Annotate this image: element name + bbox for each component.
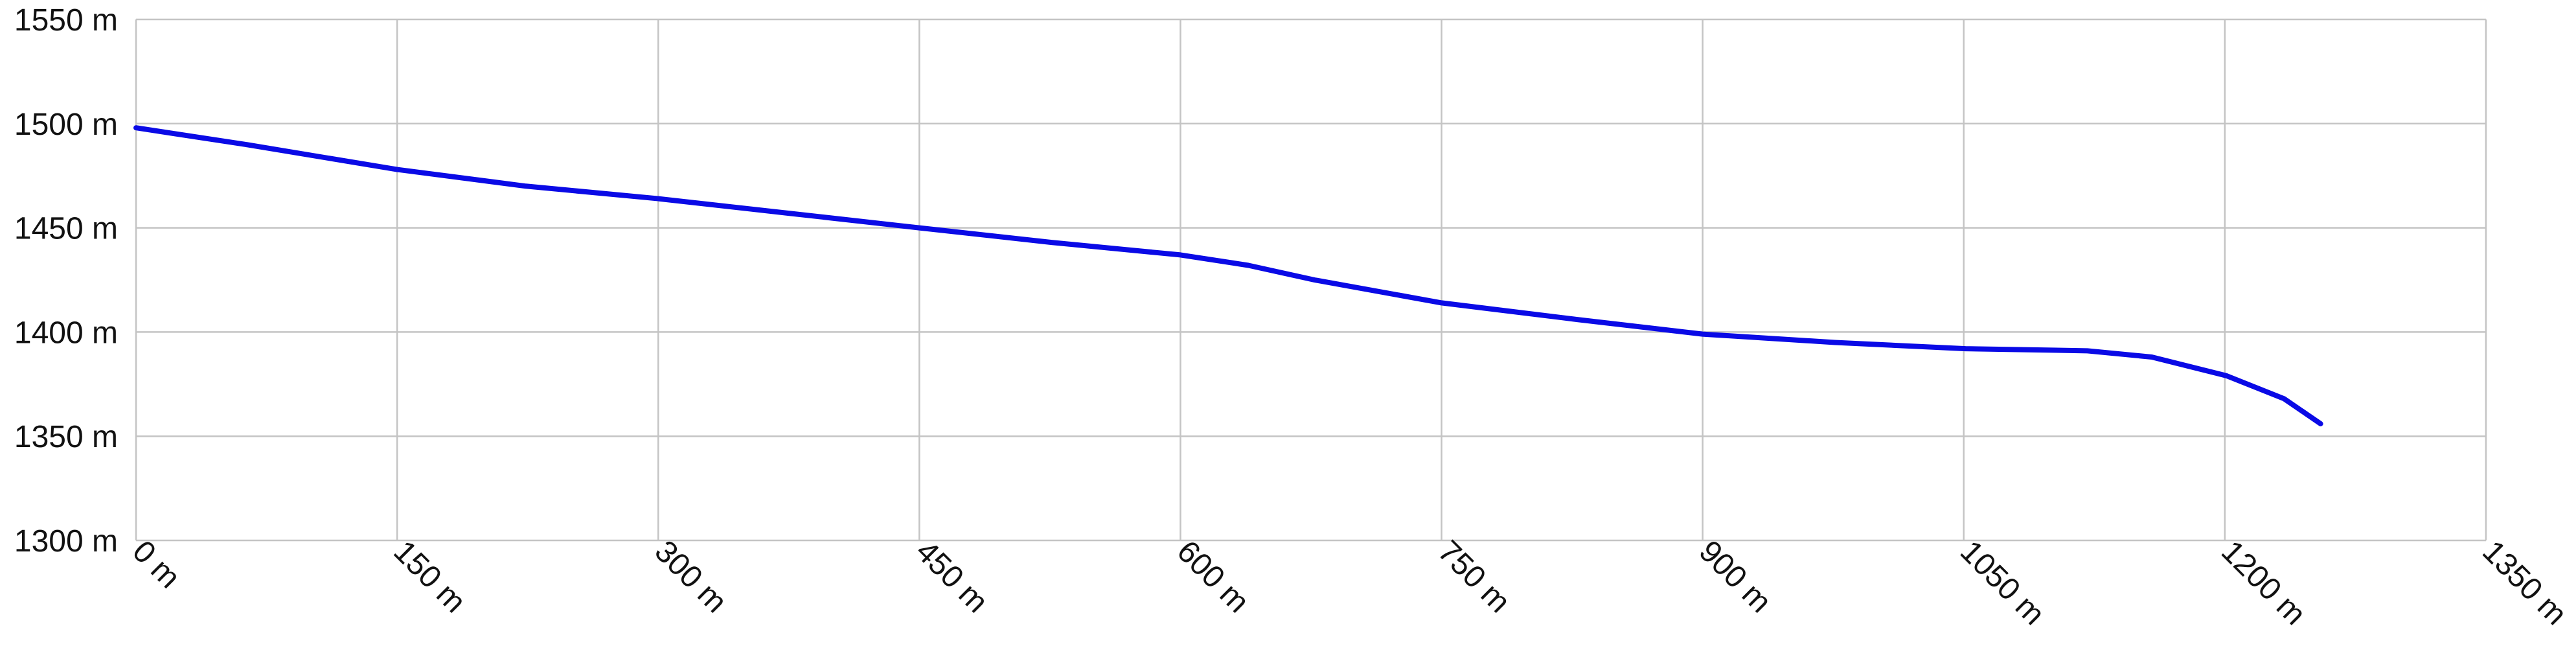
x-tick-label: 900 m — [1693, 534, 1778, 619]
x-tick-label: 0 m — [126, 534, 187, 595]
x-tick-label: 450 m — [909, 534, 995, 619]
x-tick-label: 300 m — [648, 534, 733, 619]
x-tick-label: 600 m — [1170, 534, 1256, 619]
y-tick-label: 1400 m — [14, 316, 118, 350]
y-tick-label: 1500 m — [14, 108, 118, 142]
x-tick-label: 150 m — [387, 534, 472, 619]
elevation-line — [133, 125, 2323, 426]
x-tick-label: 750 m — [1431, 534, 1517, 619]
x-tick-label: 1050 m — [1954, 534, 2051, 632]
y-tick-label: 1450 m — [14, 212, 118, 246]
y-tick-label: 1300 m — [14, 524, 118, 559]
y-tick-label: 1550 m — [14, 3, 118, 38]
x-tick-label: 1200 m — [2215, 534, 2312, 632]
x-tick-label: 1350 m — [2476, 534, 2573, 632]
y-tick-label: 1350 m — [14, 420, 118, 454]
